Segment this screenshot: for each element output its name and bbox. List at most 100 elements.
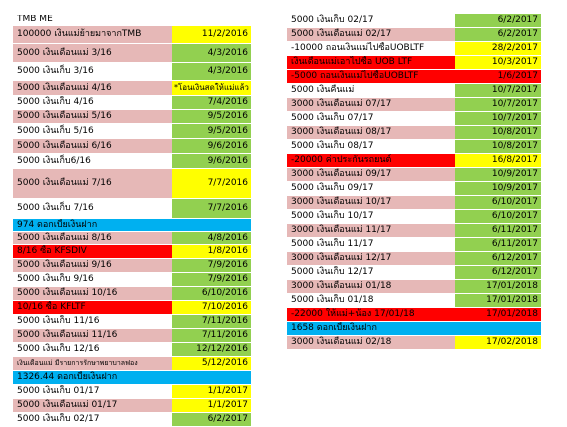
- ledger-description-cell[interactable]: -5000 ถอนเงินแม่ไปซื้อUOBLTF: [287, 70, 455, 83]
- ledger-date-cell[interactable]: 10/7/2017: [455, 112, 541, 125]
- ledger-date-cell[interactable]: 16/8/2017: [455, 154, 541, 167]
- ledger-row[interactable]: 5000 เงินเก็บ 11/16 7/11/2016: [13, 315, 251, 329]
- ledger-row[interactable]: 5000 เงินเดือนแม่ 02/17 6/2/2017: [287, 28, 541, 42]
- ledger-date-cell[interactable]: 6/11/2017: [455, 224, 541, 237]
- ledger-date-cell[interactable]: 6/2/2017: [455, 28, 541, 41]
- ledger-date-cell[interactable]: 4/8/2016: [172, 232, 251, 244]
- ledger-description-cell[interactable]: 5000 เงินเดือนแม่ 8/16: [13, 232, 172, 244]
- ledger-row[interactable]: 5000 เงินเดือนแม่ 3/16 4/3/2016: [13, 44, 251, 63]
- ledger-row[interactable]: 5000 เงินเก็บ 3/16 4/3/2016: [13, 63, 251, 81]
- ledger-date-cell[interactable]: 7/11/2016: [172, 315, 251, 328]
- ledger-row[interactable]: 5000 เงินเก็บ 7/16 7/7/2016: [13, 199, 251, 219]
- ledger-date-cell[interactable]: 17/01/2018: [455, 308, 541, 321]
- ledger-date-cell[interactable]: 6/12/2017: [455, 266, 541, 279]
- ledger-date-cell[interactable]: 17/01/2018: [455, 280, 541, 293]
- ledger-description-cell[interactable]: 10/16 ซื้อ KFLTF: [13, 301, 172, 314]
- ledger-description-cell[interactable]: 3000 เงินเดือนแม่ 11/17: [287, 224, 455, 237]
- ledger-date-cell[interactable]: *โอนเงินสดให้แม่แล้ว: [172, 81, 251, 95]
- ledger-row[interactable]: เงินเดือนแม่เอาไปซื้อ UOB LTF 10/3/2017: [287, 56, 541, 70]
- ledger-date-cell[interactable]: 10/8/2017: [455, 140, 541, 153]
- ledger-row[interactable]: 5000 เงินเก็บ 9/16 7/9/2016: [13, 273, 251, 287]
- ledger-date-cell[interactable]: 9/6/2016: [172, 139, 251, 153]
- ledger-description-cell[interactable]: 3000 เงินเดือนแม่ 08/17: [287, 126, 455, 139]
- ledger-description-cell[interactable]: 5000 เงินเดือนแม่ 7/16: [13, 169, 172, 198]
- ledger-row[interactable]: 5000 เงินเดือนแม่ 7/16 7/7/2016: [13, 169, 251, 199]
- ledger-description-cell[interactable]: 5000 เงินเก็บ 5/16: [13, 124, 172, 138]
- ledger-date-cell[interactable]: 1/6/2017: [455, 70, 541, 83]
- ledger-date-cell[interactable]: 9/5/2016: [172, 124, 251, 138]
- ledger-description-cell[interactable]: -22000 ให้แม่+น้อง 17/01/18: [287, 308, 455, 321]
- ledger-date-cell[interactable]: 1/1/2017: [172, 399, 251, 412]
- ledger-date-cell[interactable]: 7/7/2016: [172, 169, 251, 198]
- ledger-row[interactable]: 3000 เงินเดือนแม่ 11/17 6/11/2017: [287, 224, 541, 238]
- ledger-row[interactable]: 5000 เงินเดือนแม่ 9/16 7/9/2016: [13, 259, 251, 273]
- ledger-row[interactable]: 5000 เงินเดือนแม่ 6/16 9/6/2016: [13, 139, 251, 154]
- ledger-row[interactable]: -20000 ค่าประกันรถยนต์ 16/8/2017: [287, 154, 541, 168]
- ledger-date-cell[interactable]: 6/2/2017: [172, 413, 251, 426]
- ledger-date-cell[interactable]: 10/3/2017: [455, 56, 541, 69]
- ledger-row[interactable]: 8/16 ซื้อ KFSDIV 1/8/2016: [13, 245, 251, 259]
- ledger-description-cell[interactable]: 3000 เงินเดือนแม่ 12/17: [287, 252, 455, 265]
- ledger-description-cell[interactable]: 3000 เงินเดือนแม่ 01/18: [287, 280, 455, 293]
- ledger-description-cell[interactable]: 100000 เงินแม่ย้ายมาจากTMB: [13, 26, 172, 43]
- ledger-row[interactable]: -10000 ถอนเงินแม่ไปซื้อUOBLTF 28/2/2017: [287, 42, 541, 56]
- ledger-description-cell[interactable]: -20000 ค่าประกันรถยนต์: [287, 154, 455, 167]
- ledger-description-cell[interactable]: 974 ดอกเบี้ยเงินฝาก: [13, 219, 172, 231]
- ledger-date-cell[interactable]: 7/11/2016: [172, 329, 251, 342]
- ledger-description-cell[interactable]: 3000 เงินเดือนแม่ 07/17: [287, 98, 455, 111]
- ledger-row[interactable]: 5000 เงินเก็บ 01/17 1/1/2017: [13, 385, 251, 399]
- ledger-date-cell[interactable]: 6/11/2017: [455, 238, 541, 251]
- ledger-date-cell[interactable]: 7/9/2016: [172, 273, 251, 286]
- ledger-description-cell[interactable]: 5000 เงินเดือนแม่ 5/16: [13, 110, 172, 123]
- ledger-row[interactable]: 3000 เงินเดือนแม่ 01/18 17/01/2018: [287, 280, 541, 294]
- ledger-row[interactable]: 5000 เงินเก็บ 12/16 12/12/2016: [13, 343, 251, 357]
- ledger-row[interactable]: 3000 เงินเดือนแม่ 10/17 6/10/2017: [287, 196, 541, 210]
- ledger-description-cell[interactable]: 5000 เงินเก็บ 02/17: [287, 14, 455, 27]
- ledger-description-cell[interactable]: 5000 เงินเดือนแม่ 10/16: [13, 287, 172, 300]
- ledger-date-cell[interactable]: 4/3/2016: [172, 63, 251, 80]
- ledger-row[interactable]: 1326.44 ดอกเบี้ยเงินฝาก: [13, 371, 251, 385]
- ledger-date-cell[interactable]: 7/7/2016: [172, 199, 251, 218]
- ledger-date-cell[interactable]: 17/01/2018: [455, 294, 541, 307]
- ledger-description-cell[interactable]: 5000 เงินเก็บ 01/18: [287, 294, 455, 307]
- ledger-description-cell[interactable]: 5000 เงินเดือนแม่ 01/17: [13, 399, 172, 412]
- ledger-description-cell[interactable]: 5000 เงินเดือนแม่ 6/16: [13, 139, 172, 153]
- ledger-description-cell[interactable]: 5000 เงินเดือนแม่ 4/16: [13, 81, 172, 95]
- ledger-date-cell[interactable]: 1/8/2016: [172, 245, 251, 258]
- ledger-row[interactable]: 5000 เงินเดือนแม่ 5/16 9/5/2016: [13, 110, 251, 124]
- ledger-row[interactable]: 974 ดอกเบี้ยเงินฝาก: [13, 219, 251, 232]
- ledger-description-cell[interactable]: 5000 เงินเก็บ 11/17: [287, 238, 455, 251]
- ledger-row[interactable]: 3000 เงินเดือนแม่ 12/17 6/12/2017: [287, 252, 541, 266]
- ledger-date-cell[interactable]: 9/5/2016: [172, 110, 251, 123]
- ledger-row[interactable]: 5000 เงินเก็บ 08/17 10/8/2017: [287, 140, 541, 154]
- ledger-date-cell[interactable]: 7/4/2016: [172, 96, 251, 109]
- ledger-description-cell[interactable]: 5000 เงินเก็บ 07/17: [287, 112, 455, 125]
- ledger-row[interactable]: 100000 เงินแม่ย้ายมาจากTMB 11/2/2016: [13, 26, 251, 44]
- ledger-date-cell[interactable]: 10/7/2017: [455, 98, 541, 111]
- ledger-row[interactable]: 5000 เงินเก็บ 4/16 7/4/2016: [13, 96, 251, 110]
- ledger-description-cell[interactable]: 5000 เงินเก็บ 02/17: [13, 413, 172, 426]
- ledger-description-cell[interactable]: 5000 เงินเก็บ 10/17: [287, 210, 455, 223]
- ledger-date-cell[interactable]: 28/2/2017: [455, 42, 541, 55]
- ledger-row[interactable]: 3000 เงินเดือนแม่ 02/18 17/02/2018: [287, 336, 541, 350]
- ledger-description-cell[interactable]: 3000 เงินเดือนแม่ 10/17: [287, 196, 455, 209]
- ledger-description-cell[interactable]: 1326.44 ดอกเบี้ยเงินฝาก: [13, 371, 172, 384]
- ledger-date-cell[interactable]: 4/3/2016: [172, 44, 251, 62]
- ledger-row[interactable]: 1658 ดอกเบี้ยเงินฝาก: [287, 322, 541, 336]
- ledger-date-cell[interactable]: 10/9/2017: [455, 168, 541, 181]
- ledger-description-cell[interactable]: -10000 ถอนเงินแม่ไปซื้อUOBLTF: [287, 42, 455, 55]
- ledger-row[interactable]: 5000 เงินเก็บ 02/17 6/2/2017: [13, 413, 251, 427]
- ledger-date-cell[interactable]: 10/7/2017: [455, 84, 541, 97]
- ledger-date-cell[interactable]: 6/10/2017: [455, 196, 541, 209]
- ledger-row[interactable]: 5000 เงินคืนแม่ 10/7/2017: [287, 84, 541, 98]
- ledger-row[interactable]: 5000 เงินเดือนแม่ 10/16 6/10/2016: [13, 287, 251, 301]
- ledger-description-cell[interactable]: 5000 เงินเก็บ 09/17: [287, 182, 455, 195]
- ledger-row[interactable]: 5000 เงินเก็บ 11/17 6/11/2017: [287, 238, 541, 252]
- ledger-date-cell[interactable]: 12/12/2016: [172, 343, 251, 356]
- ledger-description-cell[interactable]: 5000 เงินเก็บ 3/16: [13, 63, 172, 80]
- ledger-description-cell[interactable]: 3000 เงินเดือนแม่ 09/17: [287, 168, 455, 181]
- ledger-row[interactable]: 3000 เงินเดือนแม่ 09/17 10/9/2017: [287, 168, 541, 182]
- ledger-row[interactable]: 5000 เงินเดือนแม่ 01/17 1/1/2017: [13, 399, 251, 413]
- ledger-description-cell[interactable]: เงินเดือนแม่ มีรายการรักษาพยาบาลฟอง: [13, 357, 172, 370]
- ledger-row[interactable]: 10/16 ซื้อ KFLTF 7/10/2016: [13, 301, 251, 315]
